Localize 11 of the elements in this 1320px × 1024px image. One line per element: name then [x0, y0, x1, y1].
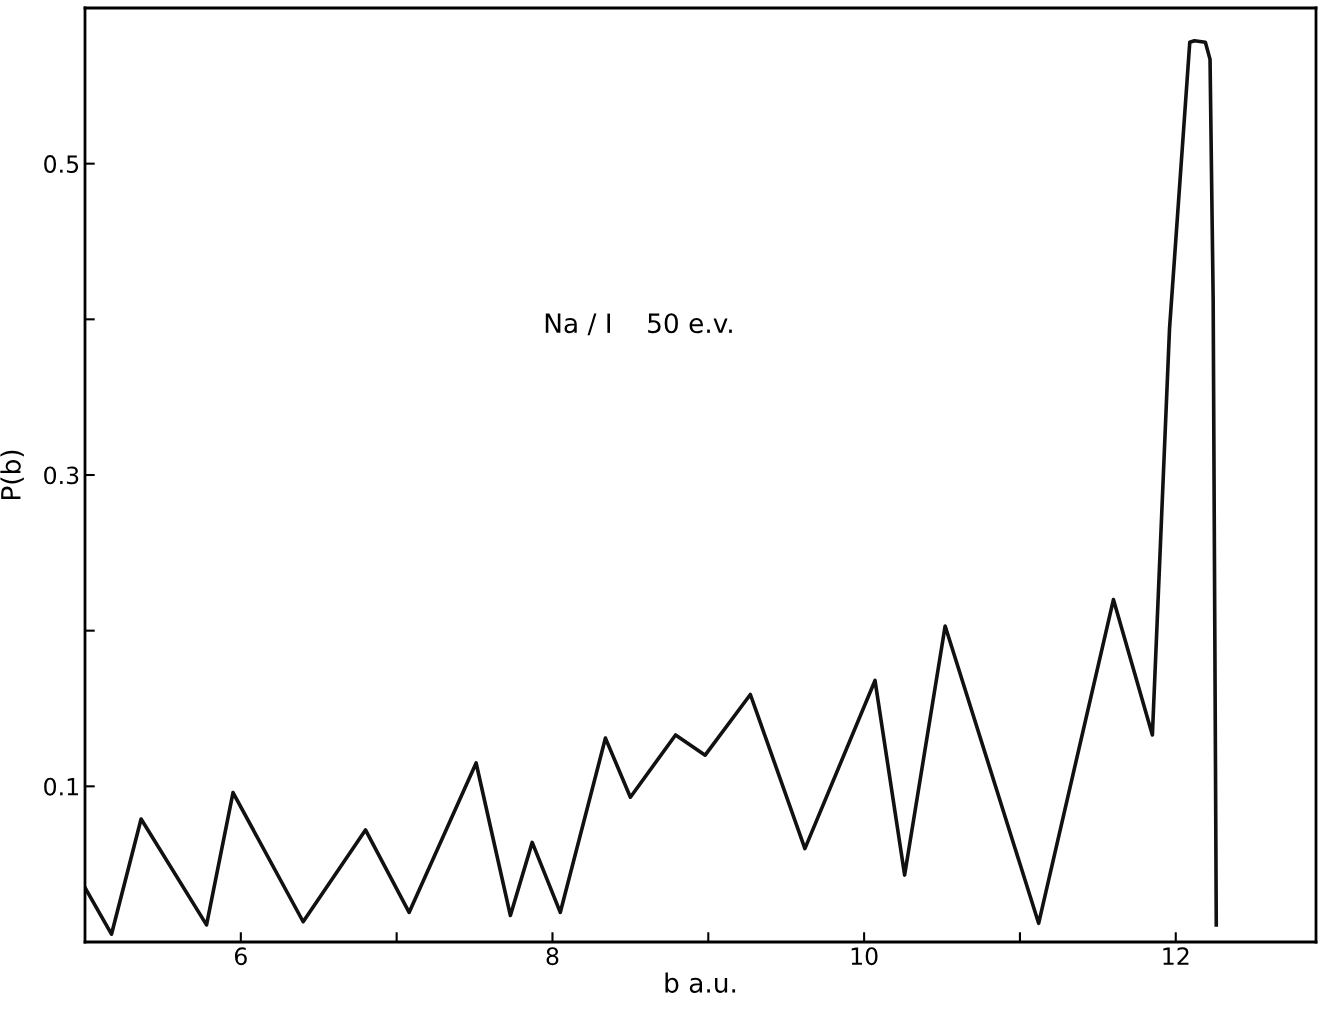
- x-tick-label: 8: [546, 947, 559, 966]
- y-tick-label: 0.3: [44, 466, 79, 485]
- line-series: [85, 38, 1219, 937]
- x-tick-label: 6: [234, 947, 247, 966]
- y-tick-label: 0.1: [44, 777, 78, 796]
- x-tick-label: 10: [851, 947, 878, 966]
- annotation: Na / I 50 e.v.: [545, 313, 732, 336]
- x-tick-label: 12: [1163, 947, 1189, 965]
- y-tick-label: 0.5: [44, 155, 79, 173]
- y-axis-title: P(b): [0, 450, 24, 500]
- x-axis-title: b a.u.: [665, 972, 736, 993]
